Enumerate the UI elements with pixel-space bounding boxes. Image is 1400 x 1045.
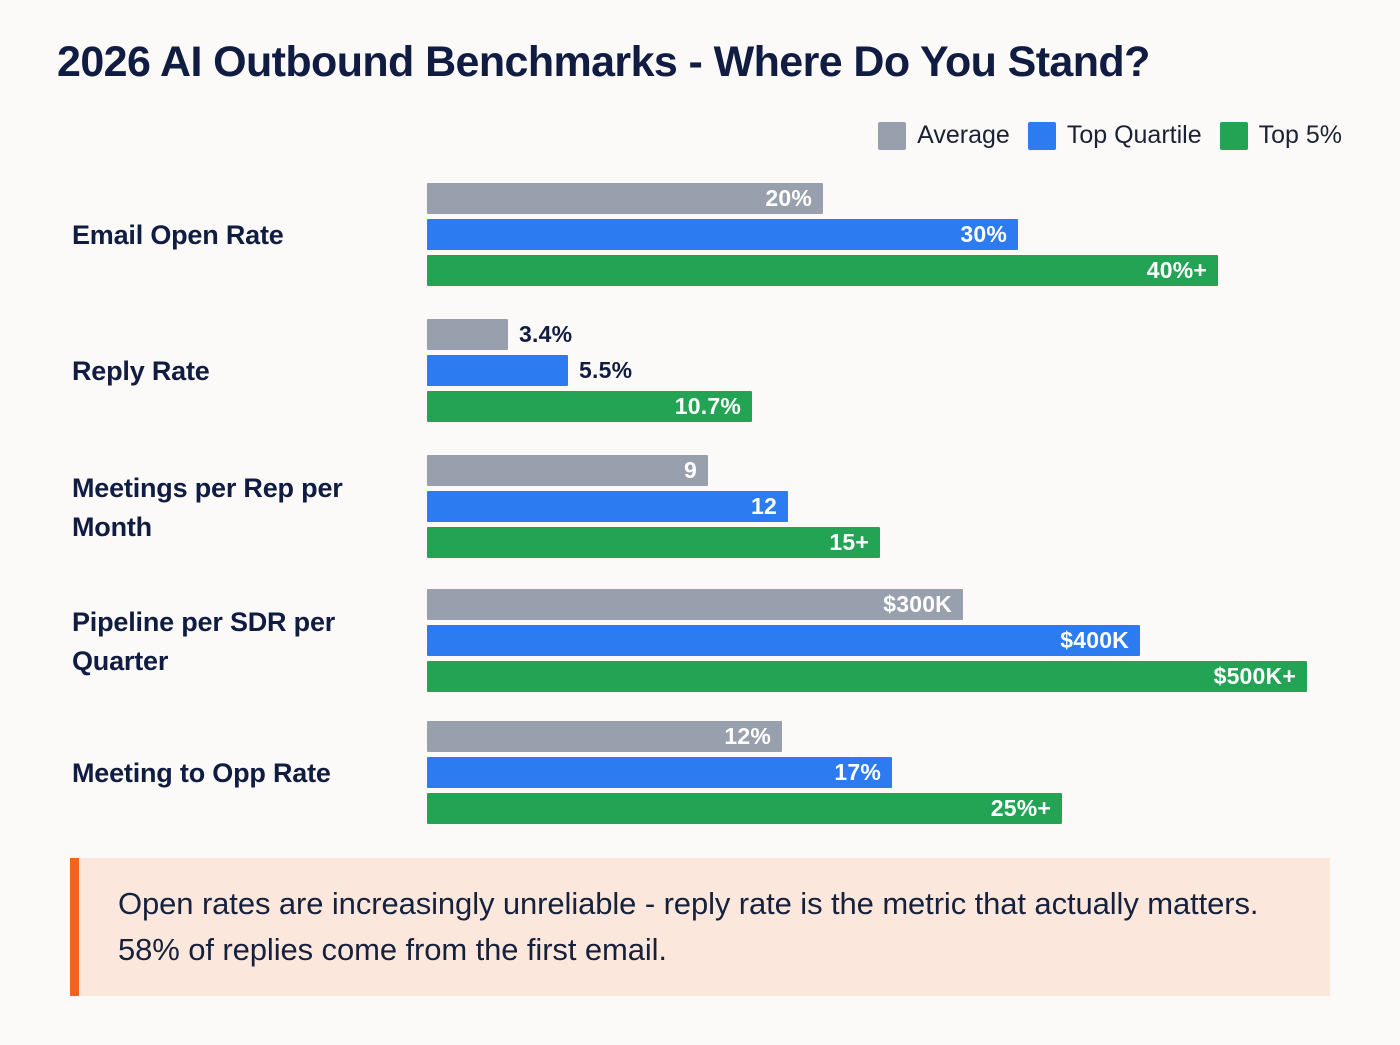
bar-top-5-[interactable]: 15+ bbox=[427, 527, 880, 558]
legend-item-top-quartile[interactable]: Top Quartile bbox=[1027, 121, 1202, 150]
bar-group-label: Reply Rate bbox=[72, 356, 210, 386]
callout-text: Open rates are increasingly unreliable -… bbox=[118, 886, 1259, 967]
legend-swatch-average-icon bbox=[878, 121, 907, 150]
bar-top-quartile[interactable] bbox=[427, 355, 568, 386]
bar-top-5-[interactable]: 10.7% bbox=[427, 391, 752, 422]
legend-label-average: Average bbox=[917, 121, 1010, 149]
bar-top-quartile[interactable]: 17% bbox=[427, 757, 892, 788]
bar-group-label: Pipeline per SDR per Quarter bbox=[72, 607, 336, 677]
bar-group-label: Meeting to Opp Rate bbox=[72, 758, 331, 788]
bar-value-label: 25%+ bbox=[990, 795, 1051, 821]
bar-value-label: 12 bbox=[751, 493, 777, 519]
bar-row: $500K+ bbox=[427, 661, 1327, 692]
bar-value-label: 5.5% bbox=[579, 357, 633, 383]
bar-value-label: 15+ bbox=[829, 529, 869, 555]
bar-row: 30% bbox=[427, 219, 1327, 250]
bar-group-label: Email Open Rate bbox=[72, 220, 284, 250]
page-title: 2026 AI Outbound Benchmarks - Where Do Y… bbox=[57, 38, 1150, 86]
bar-value-label: 10.7% bbox=[674, 393, 741, 419]
bar-value-label: 30% bbox=[960, 221, 1007, 247]
bar-value-label: $500K+ bbox=[1213, 663, 1296, 689]
bar-value-label: $400K bbox=[1060, 627, 1129, 653]
chart-legend: Average Top Quartile Top 5% bbox=[878, 121, 1342, 150]
bar-row: $300K bbox=[427, 589, 1327, 620]
bar-top-5-[interactable]: 40%+ bbox=[427, 255, 1218, 286]
bar-value-label: 12% bbox=[724, 723, 771, 749]
bar-top-5-[interactable]: $500K+ bbox=[427, 661, 1307, 692]
bar-value-label: 9 bbox=[684, 457, 697, 483]
bar-group-label: Meetings per Rep per Month bbox=[72, 473, 343, 543]
legend-label-top-5: Top 5% bbox=[1258, 121, 1342, 149]
bar-value-label: 40%+ bbox=[1146, 257, 1207, 283]
bar-value-label: $300K bbox=[883, 591, 952, 617]
callout-accent-bar bbox=[70, 858, 79, 996]
legend-item-top-5[interactable]: Top 5% bbox=[1219, 121, 1342, 150]
legend-swatch-top-quartile-icon bbox=[1027, 121, 1056, 150]
bar-row: 12 bbox=[427, 491, 1327, 522]
bar-row: 5.5% bbox=[427, 355, 1327, 386]
bar-row: 40%+ bbox=[427, 255, 1327, 286]
bar-top-5-[interactable]: 25%+ bbox=[427, 793, 1062, 824]
bar-average[interactable]: 9 bbox=[427, 455, 708, 486]
callout-box: Open rates are increasingly unreliable -… bbox=[70, 858, 1330, 996]
bar-row: 17% bbox=[427, 757, 1327, 788]
bar-row: 25%+ bbox=[427, 793, 1327, 824]
bar-row: 10.7% bbox=[427, 391, 1327, 422]
bar-row: $400K bbox=[427, 625, 1327, 656]
bar-row: 3.4% bbox=[427, 319, 1327, 350]
bar-average[interactable]: 12% bbox=[427, 721, 782, 752]
bar-value-label: 20% bbox=[765, 185, 812, 211]
bar-average[interactable]: 20% bbox=[427, 183, 823, 214]
legend-label-top-quartile: Top Quartile bbox=[1066, 121, 1202, 149]
bar-top-quartile[interactable]: 12 bbox=[427, 491, 788, 522]
legend-swatch-top-5-icon bbox=[1219, 121, 1248, 150]
bar-value-label: 17% bbox=[834, 759, 881, 785]
bar-top-quartile[interactable]: 30% bbox=[427, 219, 1018, 250]
bar-row: 15+ bbox=[427, 527, 1327, 558]
bar-top-quartile[interactable]: $400K bbox=[427, 625, 1140, 656]
bar-average[interactable] bbox=[427, 319, 508, 350]
bar-row: 9 bbox=[427, 455, 1327, 486]
bar-row: 12% bbox=[427, 721, 1327, 752]
legend-item-average[interactable]: Average bbox=[878, 121, 1010, 150]
bar-row: 20% bbox=[427, 183, 1327, 214]
bar-value-label: 3.4% bbox=[519, 321, 573, 347]
bar-average[interactable]: $300K bbox=[427, 589, 963, 620]
